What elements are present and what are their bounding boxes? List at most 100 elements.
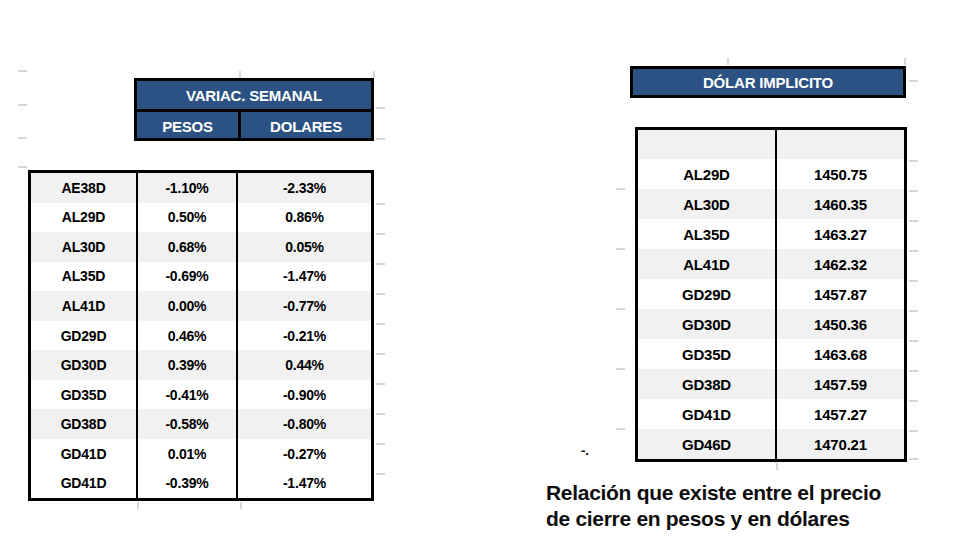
table-row: AL35D -0.69% -1.47% xyxy=(31,262,371,292)
pesos-cell[interactable]: 0.01% xyxy=(138,439,238,469)
dolares-cell[interactable]: -0.90% xyxy=(238,380,371,410)
gridline-stub xyxy=(909,220,918,222)
empty-row xyxy=(638,130,904,159)
gridline-stub xyxy=(18,70,27,72)
bond-cell[interactable]: AL29D xyxy=(638,159,777,189)
dolares-cell[interactable]: -1.47% xyxy=(238,262,371,292)
bond-cell[interactable]: GD30D xyxy=(31,350,138,380)
value-cell[interactable]: 1463.27 xyxy=(777,219,904,249)
bond-cell[interactable]: GD41D xyxy=(31,468,138,498)
dolares-cell[interactable]: 0.05% xyxy=(238,232,371,262)
bond-cell[interactable]: GD38D xyxy=(638,369,777,399)
pesos-cell[interactable]: -0.41% xyxy=(138,380,238,410)
bond-cell[interactable]: AL35D xyxy=(31,262,138,292)
value-cell[interactable]: 1450.36 xyxy=(777,309,904,339)
dolares-cell[interactable]: -0.77% xyxy=(238,291,371,321)
value-cell[interactable] xyxy=(777,130,904,159)
gridline-stub xyxy=(909,370,918,372)
pesos-cell[interactable]: -1.10% xyxy=(138,173,238,203)
pesos-cell[interactable]: 0.50% xyxy=(138,203,238,233)
caption-line-2: de cierre en pesos y en dólares xyxy=(546,506,980,532)
dolares-cell[interactable]: -2.33% xyxy=(238,173,371,203)
gridline-stub xyxy=(616,188,625,190)
gridline-stub xyxy=(909,340,918,342)
pesos-cell[interactable]: 0.46% xyxy=(138,321,238,351)
pesos-cell[interactable]: 0.39% xyxy=(138,350,238,380)
bond-cell[interactable]: AL41D xyxy=(638,249,777,279)
table-row: GD46D 1470.21 xyxy=(638,429,904,459)
bond-cell[interactable]: GD30D xyxy=(638,309,777,339)
gridline-stub xyxy=(904,58,906,65)
table-row: GD38D -0.58% -0.80% xyxy=(31,409,371,439)
gridline-stub xyxy=(18,166,27,168)
table-row: GD38D 1457.59 xyxy=(638,369,904,399)
gridline-stub xyxy=(909,430,918,432)
gridline-stub xyxy=(909,400,918,402)
table-row: AL30D 0.68% 0.05% xyxy=(31,232,371,262)
dolares-cell[interactable]: 0.44% xyxy=(238,350,371,380)
pesos-cell[interactable]: 0.00% xyxy=(138,291,238,321)
bond-cell[interactable]: GD35D xyxy=(31,380,138,410)
implicit-dollar-title[interactable]: DÓLAR IMPLICITO xyxy=(630,66,906,98)
pesos-cell[interactable]: -0.69% xyxy=(138,262,238,292)
caption-text: Relación que existe entre el precio de c… xyxy=(546,480,980,532)
table-row: GD35D -0.41% -0.90% xyxy=(31,380,371,410)
table-row: GD41D -0.39% -1.47% xyxy=(31,468,371,498)
bond-cell[interactable]: AL35D xyxy=(638,219,777,249)
value-cell[interactable]: 1450.75 xyxy=(777,159,904,189)
value-cell[interactable]: 1463.68 xyxy=(777,339,904,369)
bond-cell[interactable]: GD38D xyxy=(31,409,138,439)
pesos-cell[interactable]: -0.39% xyxy=(138,468,238,498)
gridline-stub xyxy=(376,473,385,475)
table-row: GD30D 0.39% 0.44% xyxy=(31,350,371,380)
dolares-cell[interactable]: -1.47% xyxy=(238,468,371,498)
dolares-cell[interactable]: -0.27% xyxy=(238,439,371,469)
table-row: GD30D 1450.36 xyxy=(638,309,904,339)
bond-cell[interactable]: AL41D xyxy=(31,291,138,321)
gridline-stub xyxy=(137,502,139,509)
dolares-cell[interactable]: -0.80% xyxy=(238,409,371,439)
gridline-stub xyxy=(776,463,778,470)
bond-cell[interactable]: AL30D xyxy=(638,189,777,219)
spreadsheet-canvas: VARIAC. SEMANAL PESOS DOLARES AE38D -1.1… xyxy=(0,0,980,559)
gridline-stub xyxy=(909,250,918,252)
table-row: AL29D 1450.75 xyxy=(638,159,904,189)
pesos-cell[interactable]: -0.58% xyxy=(138,409,238,439)
value-cell[interactable]: 1457.27 xyxy=(777,399,904,429)
bond-cell[interactable]: AL29D xyxy=(31,203,138,233)
value-cell[interactable]: 1470.21 xyxy=(777,429,904,459)
pesos-cell[interactable]: 0.68% xyxy=(138,232,238,262)
implicit-dollar-table: AL29D 1450.75 AL30D 1460.35 AL35D 1463.2… xyxy=(635,127,907,462)
dolares-cell[interactable]: 0.86% xyxy=(238,203,371,233)
gridline-stub xyxy=(376,323,385,325)
caption-line-1: Relación que existe entre el precio xyxy=(546,480,980,506)
value-cell[interactable]: 1460.35 xyxy=(777,189,904,219)
value-cell[interactable]: 1462.32 xyxy=(777,249,904,279)
weekly-variation-title[interactable]: VARIAC. SEMANAL xyxy=(137,81,371,112)
dolares-cell[interactable]: -0.21% xyxy=(238,321,371,351)
value-cell[interactable]: 1457.87 xyxy=(777,279,904,309)
gridline-stub xyxy=(376,263,385,265)
bond-cell[interactable]: GD41D xyxy=(31,439,138,469)
table-row: AE38D -1.10% -2.33% xyxy=(31,173,371,203)
gridline-stub xyxy=(376,413,385,415)
gridline-stub xyxy=(909,310,918,312)
column-header-pesos[interactable]: PESOS xyxy=(137,112,241,141)
table-row: AL29D 0.50% 0.86% xyxy=(31,203,371,233)
gridline-stub xyxy=(727,58,729,65)
bond-cell[interactable] xyxy=(638,130,777,159)
table-row: AL35D 1463.27 xyxy=(638,219,904,249)
value-cell[interactable]: 1457.59 xyxy=(777,369,904,399)
gridline-stub xyxy=(616,428,625,430)
gridline-stub xyxy=(909,280,918,282)
bond-cell[interactable]: GD46D xyxy=(638,429,777,459)
gridline-stub xyxy=(616,308,625,310)
bond-cell[interactable]: AL30D xyxy=(31,232,138,262)
bond-cell[interactable]: GD41D xyxy=(638,399,777,429)
bond-cell[interactable]: GD35D xyxy=(638,339,777,369)
bond-cell[interactable]: AE38D xyxy=(31,173,138,203)
table-row: GD29D 0.46% -0.21% xyxy=(31,321,371,351)
bond-cell[interactable]: GD29D xyxy=(31,321,138,351)
column-header-dolares[interactable]: DOLARES xyxy=(241,112,371,141)
bond-cell[interactable]: GD29D xyxy=(638,279,777,309)
